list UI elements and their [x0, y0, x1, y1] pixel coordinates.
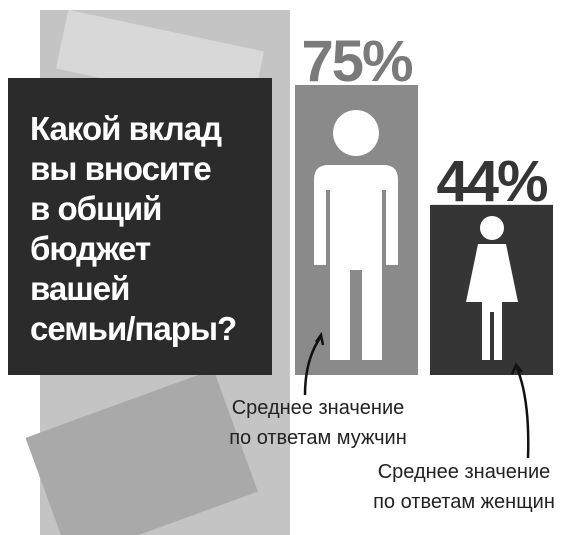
man-icon	[314, 110, 398, 360]
title-line: семьи/пары?	[30, 310, 236, 347]
title-box	[8, 78, 272, 375]
title-line: Какой вклад	[30, 110, 222, 147]
icon-head	[480, 216, 504, 240]
arrows	[303, 331, 530, 459]
icon-body	[314, 165, 398, 360]
banknote	[25, 369, 258, 535]
title-line: в общий	[30, 190, 161, 227]
woman-icon	[466, 216, 518, 360]
arrow	[515, 367, 530, 459]
title-line: вы вносите	[30, 150, 211, 187]
category-label: Среднее значение по ответам мужчин	[229, 397, 407, 449]
value-label: 75%	[301, 29, 413, 94]
arrowhead	[510, 362, 523, 375]
title-line: вашей	[30, 270, 129, 307]
title-line: бюджет	[30, 230, 151, 267]
arrowhead	[314, 331, 325, 346]
icon-body	[466, 244, 518, 360]
icon-head	[333, 110, 379, 156]
category-label: Среднее значение по ответам женщин	[373, 461, 555, 513]
value-label: 44%	[436, 149, 548, 214]
